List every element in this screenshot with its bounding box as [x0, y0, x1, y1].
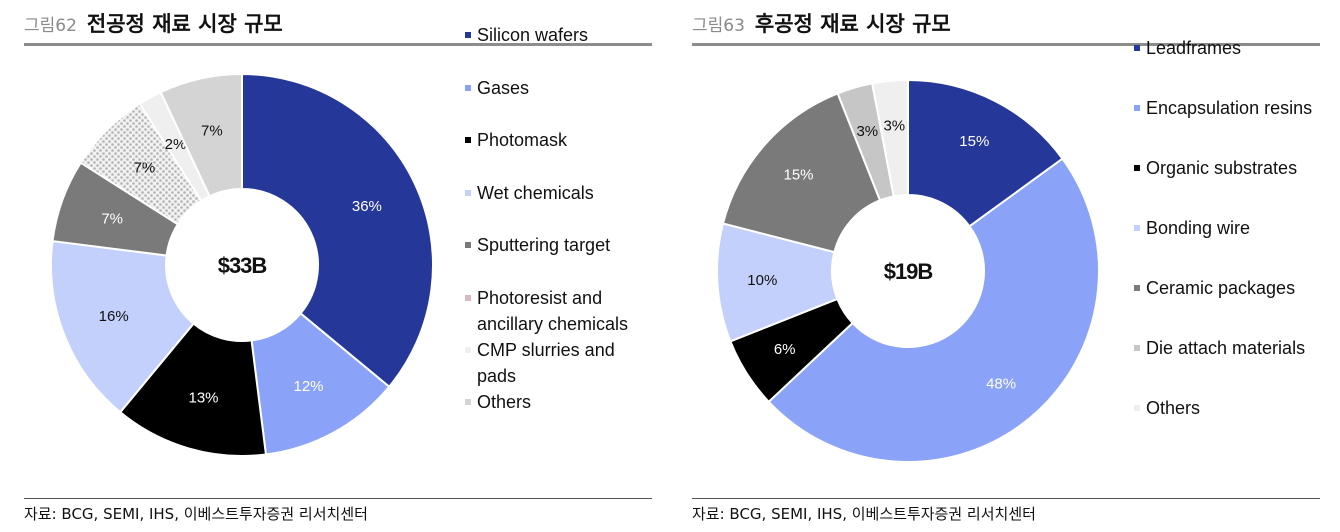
- data-label-photoresist-and-ancillary-chemicals: 7%: [134, 159, 156, 176]
- legend-label: Photomask: [477, 130, 568, 150]
- source-note: 자료: BCG, SEMI, IHS, 이베스트투자증권 리서치센터: [24, 505, 368, 523]
- data-label-photomask: 13%: [188, 390, 218, 407]
- data-label-organic-substrates: 6%: [774, 341, 796, 358]
- legend-swatch: [465, 137, 471, 143]
- title-rule: [692, 43, 1320, 46]
- legend-swatch: [465, 347, 471, 353]
- chart-legend: Silicon wafers Gases Photomask Wet chemical…: [465, 22, 655, 442]
- data-label-leadframes: 15%: [959, 133, 989, 150]
- legend-swatch: [1134, 105, 1140, 111]
- legend-item-organic-substrates: Organic substrates: [1134, 155, 1324, 181]
- figure-number: 그림62: [24, 16, 77, 36]
- data-label-wet-chemicals: 16%: [99, 308, 129, 325]
- legend-label: Others: [1146, 398, 1201, 418]
- legend-item-gases: Gases: [465, 75, 655, 101]
- chart-legend: Leadframes Encapsulation resins Organic su…: [1134, 35, 1324, 455]
- legend-swatch: [465, 189, 471, 196]
- slice-photomask: [118, 322, 268, 457]
- chart-panel-front-end: 그림62 전공정 재료 시장 규모 36% 12% 13% 16% 7% 7% 2% 7% $33…: [24, 0, 652, 532]
- legend-label: Bonding wire: [1146, 218, 1251, 238]
- legend-item-ceramic-packages: Ceramic packages: [1134, 275, 1324, 301]
- figure-number: 그림63: [692, 16, 745, 36]
- donut-chart-back-end: 15% 48% 6% 10% 15% 3% 3% $19B: [716, 78, 1100, 463]
- data-label-others: 3%: [883, 118, 905, 135]
- data-label-ceramic-packages: 15%: [783, 166, 813, 183]
- legend-item-cmp-slurries-and-pads: CMP slurries and pads: [465, 337, 655, 389]
- legend-item-die-attach-materials: Die attach materials: [1134, 335, 1324, 361]
- legend-swatch: [465, 32, 471, 38]
- legend-item-others: Others: [465, 389, 655, 415]
- legend-item-bonding-wire: Bonding wire: [1134, 215, 1324, 241]
- legend-label: Sputtering target: [477, 235, 611, 255]
- data-label-gases: 12%: [293, 378, 323, 395]
- legend-swatch: [1134, 165, 1140, 171]
- center-total-label: $33B: [218, 253, 267, 278]
- legend-label: Encapsulation resins: [1146, 98, 1313, 118]
- legend-swatch: [465, 242, 471, 248]
- legend-item-others: Others: [1134, 395, 1324, 421]
- slice-others: [871, 78, 909, 198]
- legend-item-wet-chemicals: Wet chemicals: [465, 180, 655, 206]
- legend-item-silicon-wafers: Silicon wafers: [465, 22, 655, 48]
- slice-leadframes: [907, 78, 1064, 228]
- legend-swatch: [1134, 405, 1140, 411]
- figure-title: 그림62 전공정 재료 시장 규모: [24, 8, 283, 38]
- legend-label: Wet chemicals: [477, 182, 594, 203]
- legend-label: Gases: [477, 77, 530, 98]
- chart-panel-back-end: 그림63 후공정 재료 시장 규모 15% 48% 6% 10% 15% 3% 3% $19B …: [692, 0, 1320, 532]
- data-label-encapsulation-resins: 48%: [986, 376, 1016, 393]
- donut-chart-front-end: 36% 12% 13% 16% 7% 7% 2% 7% $33B: [50, 72, 434, 457]
- legend-label: Others: [477, 392, 532, 412]
- data-label-bonding-wire: 10%: [747, 272, 777, 289]
- legend-swatch: [465, 399, 471, 405]
- legend-swatch: [465, 84, 471, 91]
- legend-swatch: [1134, 45, 1140, 51]
- slice-silicon-wafers: [241, 72, 434, 389]
- slice-wet-chemicals: [50, 239, 195, 414]
- legend-item-photomask: Photomask: [465, 127, 655, 153]
- figure-title-text: 후공정 재료 시장 규모: [754, 12, 951, 36]
- legend-swatch: [465, 295, 471, 301]
- title-rule: [24, 43, 652, 46]
- legend-label: Die attach materials: [1146, 338, 1306, 358]
- legend-label: Organic substrates: [1146, 158, 1298, 178]
- data-label-others: 7%: [201, 122, 223, 139]
- figure-title: 그림63 후공정 재료 시장 규모: [692, 8, 951, 38]
- data-label-sputtering-target: 7%: [101, 210, 123, 227]
- figure-title-text: 전공정 재료 시장 규모: [86, 12, 283, 36]
- legend-label: Photoresist and ancillary chemicals: [477, 288, 629, 334]
- legend-item-encapsulation-resins: Encapsulation resins: [1134, 95, 1324, 121]
- legend-swatch: [1134, 345, 1140, 351]
- legend-item-sputtering-target: Sputtering target: [465, 232, 655, 258]
- slice-encapsulation-resins: [767, 157, 1100, 463]
- legend-label: Silicon wafers: [477, 25, 589, 45]
- legend-swatch: [1134, 225, 1140, 231]
- source-rule: [692, 498, 1320, 499]
- legend-item-leadframes: Leadframes: [1134, 35, 1324, 61]
- legend-label: Ceramic packages: [1146, 278, 1296, 298]
- data-label-silicon-wafers: 36%: [352, 198, 382, 215]
- data-label-cmp-slurries-and-pads: 2%: [165, 136, 187, 153]
- slice-others: [159, 72, 243, 198]
- source-note: 자료: BCG, SEMI, IHS, 이베스트투자증권 리서치센터: [692, 505, 1036, 523]
- data-label-die-attach-materials: 3%: [856, 123, 878, 140]
- slice-gases: [250, 312, 391, 456]
- slice-ceramic-packages: [721, 92, 882, 254]
- legend-swatch: [1134, 285, 1140, 291]
- source-rule: [24, 498, 652, 499]
- legend-label: Leadframes: [1146, 38, 1242, 58]
- legend-item-photoresist-and-ancillary-chemicals: Photoresist and ancillary chemicals: [465, 285, 655, 337]
- center-total-label: $19B: [884, 259, 933, 284]
- legend-label: CMP slurries and pads: [477, 340, 615, 386]
